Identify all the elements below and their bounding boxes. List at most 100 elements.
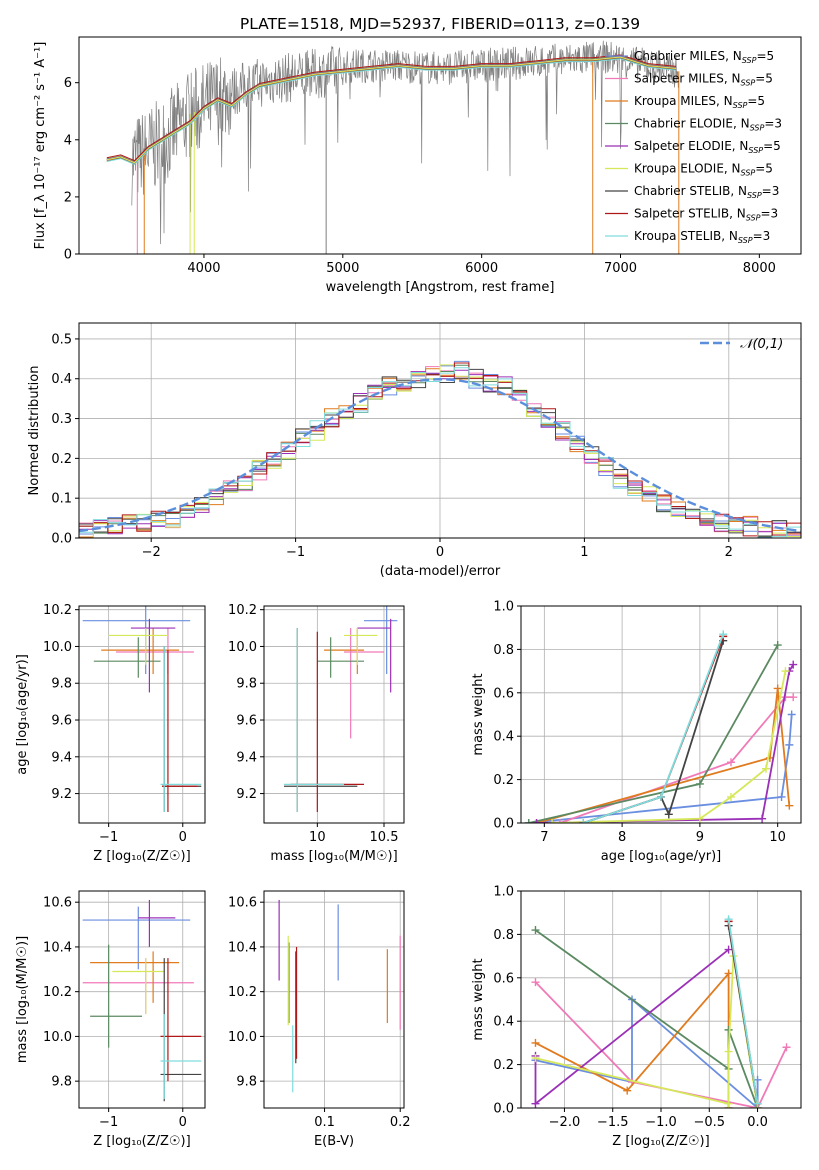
weight-line bbox=[528, 714, 793, 823]
weight-marker bbox=[753, 1075, 762, 1084]
x-tick-label: 8 bbox=[618, 830, 626, 845]
x-tick-label: 2 bbox=[725, 545, 733, 560]
weight-marker bbox=[657, 792, 665, 801]
x-tick-label: 7000 bbox=[604, 261, 637, 276]
weight-marker bbox=[695, 779, 704, 788]
weight-marker bbox=[781, 667, 790, 676]
x-axis-label: mass [log₁₀(M/M☉)] bbox=[270, 849, 397, 864]
y-tick-label: 10.0 bbox=[43, 640, 72, 655]
y-tick-label: 9.8 bbox=[236, 677, 257, 692]
weight-marker bbox=[724, 1047, 733, 1056]
x-axis-label: (data-model)/error bbox=[380, 564, 501, 579]
y-tick-label: 1.0 bbox=[493, 885, 514, 900]
weight-line bbox=[536, 688, 791, 823]
x-axis-label: Z [log₁₀(Z/Z☉)] bbox=[93, 1134, 190, 1149]
y-tick-label: 0.4 bbox=[493, 730, 514, 745]
histogram-step bbox=[79, 367, 801, 538]
weight-marker bbox=[753, 1099, 762, 1108]
chart-residuals: −2 −1 0 1 2 0.0 0.1 0.2 0.3 0.4 0.5 (data-model)/er… bbox=[27, 322, 802, 579]
axes-frame bbox=[263, 605, 405, 824]
y-axis-label: mass weight bbox=[471, 958, 486, 1040]
x-tick-label: 0.1 bbox=[314, 1115, 335, 1130]
y-tick-label: 0.0 bbox=[493, 1102, 514, 1117]
x-tick-label: 8000 bbox=[743, 261, 776, 276]
y-axis-label: Flux [f_λ 10⁻¹⁷ erg cm⁻² s⁻¹ A⁻¹] bbox=[33, 42, 48, 250]
axes-frame bbox=[78, 890, 206, 1109]
y-tick-label: 0.5 bbox=[51, 332, 72, 347]
weight-marker bbox=[727, 758, 735, 767]
x-axis-label: age [log₁₀(age/yr)] bbox=[601, 849, 722, 864]
x-tick-label: −0.5 bbox=[693, 1115, 725, 1130]
y-tick-label: 10.0 bbox=[43, 1030, 72, 1045]
model-spectrum bbox=[106, 54, 677, 162]
y-tick-label: 9.8 bbox=[236, 1075, 257, 1090]
y-tick-label: 10.2 bbox=[43, 985, 72, 1000]
legend: Chabrier MILES, NSSP=5 Salpeter MILES, NS… bbox=[605, 49, 782, 245]
legend-entry: Chabrier MILES, NSSP=5 bbox=[634, 49, 774, 65]
y-tick-label: 0.6 bbox=[493, 971, 514, 986]
weight-marker bbox=[789, 660, 798, 669]
y-tick-label: 10.4 bbox=[43, 940, 72, 955]
weight-marker bbox=[532, 819, 541, 823]
plot-area bbox=[524, 630, 798, 823]
x-tick-label: 1 bbox=[580, 545, 588, 560]
x-tick-label: −2 bbox=[142, 545, 161, 560]
plot-area bbox=[531, 915, 791, 1108]
weight-marker bbox=[695, 814, 704, 823]
plot-area bbox=[284, 606, 398, 812]
y-tick-label: 9.4 bbox=[51, 750, 72, 765]
weight-marker bbox=[777, 792, 786, 801]
legend-entry: Kroupa ELODIE, NSSP=5 bbox=[634, 162, 773, 178]
x-tick-label: 4000 bbox=[187, 261, 220, 276]
weight-marker bbox=[787, 710, 796, 719]
x-tick-label: 0 bbox=[179, 830, 187, 845]
chart-spectrum: 4000 5000 6000 7000 8000 0 2 4 6 wavelength [Angs… bbox=[33, 36, 802, 295]
y-tick-label: 0.2 bbox=[51, 452, 72, 467]
chart-age_vs_Z: −1 0 9.2 9.4 9.6 9.8 10.0 10.2 Z [log₁₀(Z/Z☉)] ag… bbox=[15, 603, 206, 864]
y-tick-label: 10.2 bbox=[228, 603, 257, 618]
x-tick-label: 9 bbox=[696, 830, 704, 845]
y-tick-label: 10.2 bbox=[228, 985, 257, 1000]
y-axis-label: Normed distribution bbox=[27, 366, 42, 496]
y-tick-label: 9.8 bbox=[51, 677, 72, 692]
x-tick-label: 10 bbox=[769, 830, 786, 845]
y-tick-label: 9.2 bbox=[51, 787, 72, 802]
histogram-step bbox=[79, 364, 801, 538]
y-tick-label: 9.2 bbox=[236, 787, 257, 802]
y-axis-label: age [log₁₀(age/yr)] bbox=[15, 654, 30, 775]
x-tick-label: 0.0 bbox=[747, 1115, 768, 1130]
x-tick-label: 0 bbox=[179, 1115, 187, 1130]
weight-marker bbox=[531, 978, 540, 987]
plot-area bbox=[82, 606, 202, 812]
y-tick-label: 0.2 bbox=[493, 773, 514, 788]
legend-entry: Chabrier STELIB, NSSP=3 bbox=[634, 184, 779, 200]
y-tick-label: 10.0 bbox=[228, 1030, 257, 1045]
legend-entry: Kroupa MILES, NSSP=5 bbox=[634, 94, 765, 110]
y-tick-label: 10.4 bbox=[228, 940, 257, 955]
x-tick-label: 0.2 bbox=[390, 1115, 411, 1130]
y-tick-label: 9.6 bbox=[51, 714, 72, 729]
weight-marker bbox=[524, 819, 533, 823]
weight-marker bbox=[724, 945, 733, 954]
y-tick-label: 0.0 bbox=[493, 817, 514, 832]
x-tick-label: −1 bbox=[286, 545, 305, 560]
y-tick-label: 6 bbox=[64, 76, 72, 91]
axes-frame bbox=[520, 605, 802, 824]
y-tick-label: 10.6 bbox=[228, 896, 257, 911]
y-tick-label: 9.8 bbox=[51, 1075, 72, 1090]
x-tick-label: −1.0 bbox=[645, 1115, 677, 1130]
y-tick-label: 0 bbox=[64, 248, 72, 263]
plot-area bbox=[79, 360, 801, 538]
y-tick-label: 0.8 bbox=[493, 643, 514, 658]
y-tick-label: 0.3 bbox=[51, 412, 72, 427]
y-tick-label: 0.0 bbox=[51, 532, 72, 547]
axes-frame bbox=[78, 605, 206, 824]
y-tick-label: 1.0 bbox=[493, 600, 514, 615]
weight-marker bbox=[727, 792, 735, 801]
axes-frame bbox=[78, 36, 802, 255]
chart-mass_vs_ebv: 0.1 0.2 9.8 10.0 10.2 10.4 10.6 E(B-V) bbox=[228, 890, 411, 1149]
y-tick-label: 0.1 bbox=[51, 492, 72, 507]
figure-title: PLATE=1518, MJD=52937, FIBERID=0113, z=0… bbox=[240, 15, 640, 33]
